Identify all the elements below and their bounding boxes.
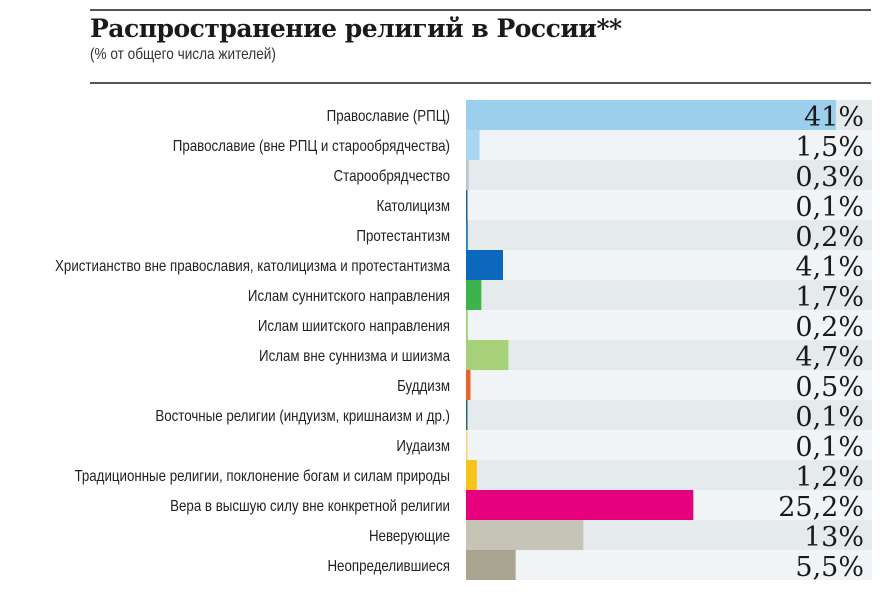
row-background: [466, 130, 872, 160]
category-label: Иудаизм: [396, 438, 450, 455]
value-label: 13%: [804, 522, 864, 553]
category-label: Христианство вне православия, католицизм…: [55, 258, 451, 275]
row-background: [466, 250, 872, 280]
category-label: Православие (РПЦ): [327, 108, 450, 125]
row-background: [466, 430, 872, 460]
value-label: 25,2%: [778, 492, 864, 523]
category-label: Неверующие: [369, 528, 450, 545]
category-label: Протестантизм: [356, 228, 450, 245]
row-background: [466, 310, 872, 340]
category-label: Неопределившиеся: [327, 558, 450, 575]
bar: [466, 220, 468, 250]
category-label: Католицизм: [377, 198, 450, 215]
chart-title: Распространение религий в России**: [90, 14, 622, 43]
category-label: Вера в высшую силу вне конкретной религи…: [170, 498, 450, 515]
bar: [466, 370, 471, 400]
bar: [466, 400, 468, 430]
bar: [466, 100, 836, 130]
row-background: [466, 280, 872, 310]
value-label: 0,1%: [795, 192, 864, 223]
bar: [466, 160, 469, 190]
bar: [466, 430, 468, 460]
top-rule: [90, 9, 871, 11]
bar: [466, 280, 482, 310]
value-label: 4,1%: [795, 252, 864, 283]
value-label: 1,5%: [795, 132, 864, 163]
bar: [466, 520, 584, 550]
value-label: 5,5%: [795, 552, 864, 583]
category-label: Ислам шиитского направления: [258, 318, 450, 335]
row-background: [466, 400, 872, 430]
row-background: [466, 340, 872, 370]
value-label: 0,5%: [795, 372, 864, 403]
bar: [466, 130, 480, 160]
value-label: 41%: [804, 102, 864, 133]
value-label: 0,2%: [795, 222, 864, 253]
row-background: [466, 220, 872, 250]
bar: [466, 190, 468, 220]
category-label: Традиционные религии, поклонение богам и…: [74, 468, 450, 485]
value-label: 0,2%: [795, 312, 864, 343]
category-label: Старообрядчество: [334, 168, 450, 185]
header-rule: [90, 82, 871, 84]
row-background: [466, 160, 872, 190]
row-background: [466, 550, 872, 580]
chart-subtitle: (% от общего числа жителей): [90, 46, 276, 63]
bar: [466, 310, 468, 340]
value-label: 4,7%: [795, 342, 864, 373]
category-label: Ислам суннитского направления: [248, 288, 450, 305]
category-label: Православие (вне РПЦ и старообрядчества): [173, 138, 450, 155]
value-label: 0,3%: [795, 162, 864, 193]
row-background: [466, 190, 872, 220]
row-background: [466, 370, 872, 400]
category-label: Восточные религии (индуизм, кришнаизм и …: [155, 408, 450, 425]
bar: [466, 250, 503, 280]
bar: [466, 460, 477, 490]
bar: [466, 550, 516, 580]
value-label: 1,2%: [795, 462, 864, 493]
value-label: 0,1%: [795, 402, 864, 433]
bar: [466, 340, 509, 370]
category-label: Буддизм: [397, 378, 450, 395]
value-label: 0,1%: [795, 432, 864, 463]
row-background: [466, 460, 872, 490]
value-label: 1,7%: [795, 282, 864, 313]
category-label: Ислам вне суннизма и шиизма: [259, 348, 451, 365]
bar: [466, 490, 694, 520]
